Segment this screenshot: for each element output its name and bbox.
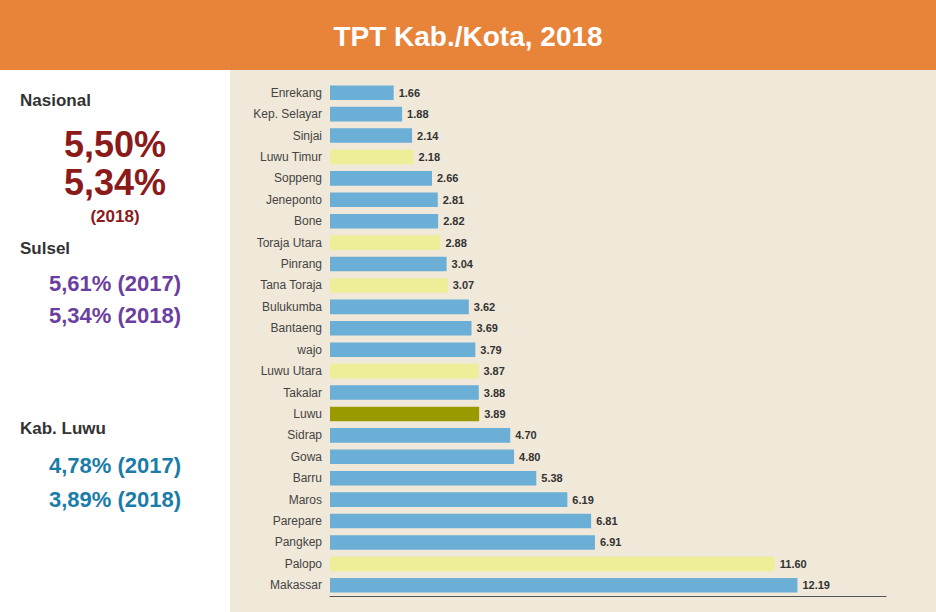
svg-text:5.38: 5.38: [541, 472, 562, 484]
svg-text:2.18: 2.18: [419, 151, 440, 163]
svg-text:6.19: 6.19: [572, 494, 593, 506]
svg-text:3.89: 3.89: [484, 408, 505, 420]
svg-text:Tana Toraja: Tana Toraja: [260, 278, 322, 292]
svg-text:Kab. Luwu: Kab. Luwu: [20, 419, 106, 438]
svg-text:Kep. Selayar: Kep. Selayar: [253, 107, 322, 121]
svg-text:Makassar: Makassar: [270, 578, 322, 592]
svg-text:Pangkep: Pangkep: [275, 535, 323, 549]
svg-text:2.14: 2.14: [417, 130, 439, 142]
svg-text:Palopo: Palopo: [285, 557, 323, 571]
svg-text:Luwu Timur: Luwu Timur: [260, 150, 322, 164]
svg-text:3.69: 3.69: [476, 322, 497, 334]
svg-text:6.91: 6.91: [600, 536, 621, 548]
svg-text:5,34% (2018): 5,34% (2018): [49, 303, 181, 328]
svg-text:Pinrang: Pinrang: [281, 257, 322, 271]
svg-text:TPT Kab./Kota, 2018: TPT Kab./Kota, 2018: [333, 21, 602, 52]
svg-text:Bantaeng: Bantaeng: [271, 321, 322, 335]
svg-text:4,78% (2017): 4,78% (2017): [49, 453, 181, 478]
svg-text:Luwu Utara: Luwu Utara: [261, 364, 323, 378]
svg-text:1.66: 1.66: [399, 87, 420, 99]
svg-text:Nasional: Nasional: [20, 91, 91, 110]
svg-text:Jeneponto: Jeneponto: [266, 193, 322, 207]
svg-text:(2018): (2018): [90, 207, 139, 226]
svg-text:5,34%: 5,34%: [64, 162, 166, 203]
svg-text:Bone: Bone: [294, 214, 322, 228]
svg-text:12.19: 12.19: [802, 579, 830, 591]
svg-text:3.87: 3.87: [483, 365, 504, 377]
svg-text:Soppeng: Soppeng: [274, 171, 322, 185]
svg-text:3.07: 3.07: [453, 279, 474, 291]
svg-text:2.81: 2.81: [443, 194, 464, 206]
svg-text:Barru: Barru: [293, 471, 322, 485]
svg-text:3.88: 3.88: [484, 387, 505, 399]
svg-text:Luwu: Luwu: [293, 407, 322, 421]
svg-text:6.81: 6.81: [596, 515, 617, 527]
svg-text:2.88: 2.88: [445, 237, 466, 249]
svg-text:Parepare: Parepare: [273, 514, 323, 528]
svg-text:11.60: 11.60: [780, 558, 807, 570]
svg-text:3,89% (2018): 3,89% (2018): [49, 487, 181, 512]
svg-text:Sinjai: Sinjai: [293, 129, 322, 143]
svg-text:Enrekang: Enrekang: [271, 86, 322, 100]
svg-text:3.04: 3.04: [452, 258, 474, 270]
svg-text:2.82: 2.82: [443, 215, 464, 227]
svg-text:1.88: 1.88: [407, 108, 428, 120]
svg-text:Takalar: Takalar: [283, 386, 322, 400]
svg-text:Sulsel: Sulsel: [20, 239, 70, 258]
svg-text:Bulukumba: Bulukumba: [262, 300, 322, 314]
svg-text:5,50%: 5,50%: [64, 124, 166, 165]
svg-text:5,61% (2017): 5,61% (2017): [49, 271, 181, 296]
svg-text:3.79: 3.79: [480, 344, 501, 356]
svg-text:4.70: 4.70: [515, 429, 536, 441]
svg-text:4.80: 4.80: [519, 451, 540, 463]
svg-text:Maros: Maros: [289, 493, 322, 507]
svg-text:Sidrap: Sidrap: [287, 428, 322, 442]
svg-text:3.62: 3.62: [474, 301, 495, 313]
svg-text:Gowa: Gowa: [291, 450, 323, 464]
svg-text:wajo: wajo: [296, 343, 322, 357]
svg-text:2.66: 2.66: [437, 172, 458, 184]
svg-text:Toraja Utara: Toraja Utara: [257, 236, 323, 250]
